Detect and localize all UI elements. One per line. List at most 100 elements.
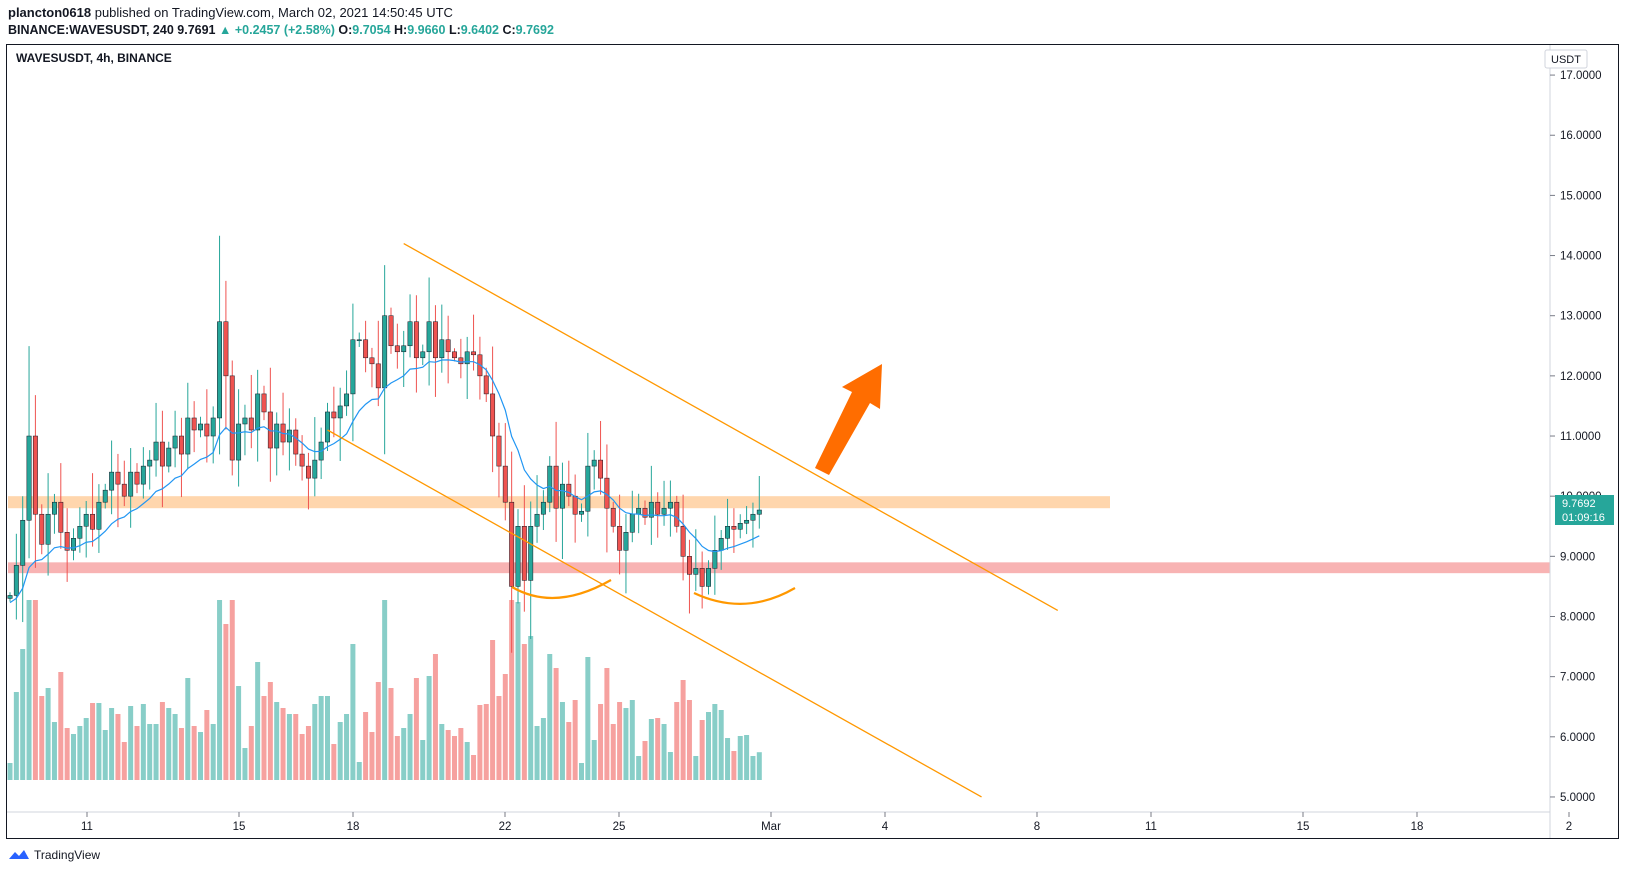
open-label: O:: [338, 23, 353, 37]
time-tick-label: 25: [613, 821, 626, 833]
candle-body: [229, 375, 235, 461]
volume-bar: [350, 644, 356, 780]
volume-bar: [32, 600, 38, 780]
volume-bar: [242, 748, 248, 780]
candle-body: [331, 411, 337, 419]
candle-body: [83, 513, 89, 527]
candle-body: [64, 532, 70, 551]
candle-body: [153, 441, 159, 461]
volume-bar: [286, 714, 292, 780]
volume-bar: [458, 728, 464, 780]
volume-bar: [712, 704, 718, 780]
candle-body: [623, 532, 629, 551]
candle-body: [725, 526, 730, 539]
candle-body: [509, 501, 515, 587]
candle-body: [179, 435, 184, 455]
volume-bar: [299, 734, 305, 780]
low-label: L:: [448, 23, 461, 37]
volume-bar: [674, 702, 680, 780]
last-price-tag: 9.7692 01:09:16: [1555, 495, 1614, 525]
volume-bar: [318, 696, 324, 780]
candle-body: [737, 522, 743, 530]
volume-bar: [629, 700, 635, 780]
resistance-zone: [8, 496, 1110, 509]
low-value: 9.6402: [460, 23, 499, 37]
candle-body: [680, 526, 686, 557]
open-value: 9.7054: [352, 23, 391, 37]
volume-bar: [699, 720, 705, 780]
volume-bar: [502, 674, 508, 780]
candle-body: [26, 435, 32, 521]
volume-bar: [445, 730, 451, 780]
time-tick-label: 2: [1566, 821, 1572, 833]
volume-bar: [452, 736, 457, 780]
candle-body: [407, 321, 413, 347]
volume-bar: [725, 738, 731, 780]
volume-bar: [121, 742, 127, 780]
published-text: published on TradingView.com, March 02, …: [94, 5, 453, 20]
volume-bar: [439, 724, 445, 780]
ohlc-line: BINANCE:WAVESUSDT, 240 9.7691 ▲ +0.2457 …: [8, 23, 554, 37]
candle-body: [687, 556, 692, 575]
candle-body: [217, 321, 223, 419]
volume-bar: [102, 730, 108, 780]
volume-bar: [471, 755, 477, 780]
candle-body: [413, 321, 419, 359]
candle-body: [223, 321, 229, 377]
volume-bar: [750, 756, 756, 780]
candle-body: [617, 526, 623, 551]
volume-bar: [401, 728, 407, 780]
volume-bar: [128, 706, 134, 780]
footer-brand[interactable]: TradingView: [8, 848, 100, 862]
volume-bar: [515, 602, 521, 780]
time-tick-label: 4: [882, 821, 889, 833]
candle-body: [706, 568, 711, 587]
candle-body: [572, 495, 578, 515]
time-tick-label: 8: [1034, 821, 1040, 833]
candle-body: [490, 393, 496, 437]
currency-box[interactable]: [1544, 49, 1588, 69]
candle-body: [7, 595, 13, 599]
close-label: C:: [502, 23, 516, 37]
candle-body: [483, 375, 489, 395]
volume-bar: [7, 763, 13, 780]
price-tick-label: 16.0000: [1560, 130, 1602, 142]
candle-body: [248, 417, 254, 431]
volume-bar: [509, 600, 515, 780]
volume-bar: [382, 600, 388, 780]
candle-body: [274, 423, 280, 449]
volume-bar: [198, 732, 203, 780]
candle-body: [337, 405, 343, 419]
publisher-name[interactable]: plancton0618: [8, 5, 92, 20]
volume-bar: [191, 726, 197, 780]
volume-bar: [337, 722, 343, 780]
price-tag-countdown: 01:09:16: [1562, 512, 1605, 524]
high-label: H:: [394, 23, 408, 37]
candle-body: [553, 465, 559, 509]
time-tick-label: Mar: [761, 821, 781, 833]
candle-body: [496, 435, 502, 467]
candle-body: [102, 489, 108, 503]
volume-bar: [153, 724, 159, 780]
volume-bar: [229, 600, 235, 780]
candle-body: [744, 519, 750, 524]
last-price: 9.7691: [177, 23, 216, 37]
volume-bar: [77, 726, 83, 780]
volume-bar: [185, 678, 191, 780]
candle-body: [115, 471, 121, 485]
candle-body: [655, 501, 661, 515]
candle-body: [344, 393, 350, 407]
candle-body: [147, 459, 153, 467]
candle-body: [255, 393, 261, 431]
volume-bar: [140, 704, 146, 780]
descending-channel-upper: [403, 242, 1059, 612]
volume-bar: [312, 704, 318, 780]
volume-bar: [591, 740, 597, 780]
candle-body: [90, 513, 95, 530]
volume-bar: [166, 708, 172, 780]
time-tick-label: 22: [499, 821, 512, 833]
time-tick-label: 11: [1145, 821, 1157, 833]
volume-bar: [363, 712, 369, 780]
candle-body: [731, 526, 737, 530]
